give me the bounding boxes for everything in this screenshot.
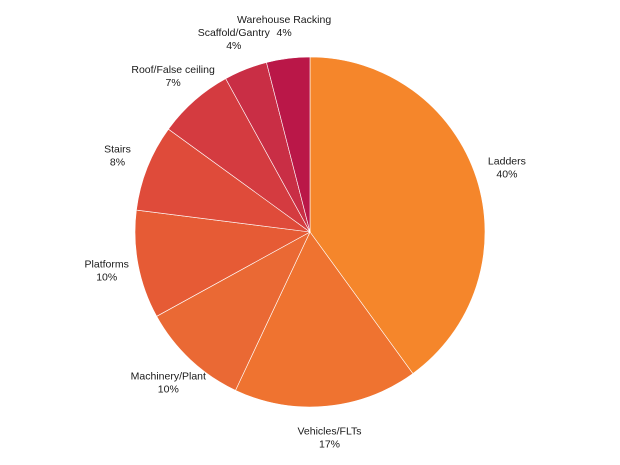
slice-label-value: 17%	[319, 439, 340, 451]
slice-label-name: Ladders	[488, 156, 526, 168]
slice-label-vehicles-flts: Vehicles/FLTs 17%	[298, 426, 362, 451]
slice-label-scaffold-gantry: Scaffold/Gantry 4%	[198, 27, 271, 52]
pie-slice-platforms	[134, 209, 311, 317]
slice-label-value: 40%	[496, 169, 517, 181]
slice-label-value: 10%	[96, 271, 117, 283]
slice-label-value: 4%	[226, 40, 241, 52]
pie-slices	[134, 56, 486, 408]
slice-label-roof-false-ceiling: Roof/False ceiling 7%	[131, 64, 215, 89]
slice-label-name: Platforms	[85, 258, 129, 270]
slice-label-warehouse-racking: Warehouse Racking 4%	[237, 14, 331, 39]
pie-slice-warehouse-racking	[266, 56, 311, 233]
slice-label-ladders: Ladders 40%	[488, 156, 526, 181]
pie-slice-machinery-plant	[156, 231, 311, 391]
slice-label-name: Stairs	[104, 143, 131, 155]
slice-label-name: Vehicles/FLTs	[298, 426, 362, 438]
pie-slice-vehicles-flts	[235, 231, 414, 408]
slice-label-value: 8%	[110, 156, 125, 168]
slice-label-name: Warehouse Racking	[237, 14, 331, 26]
slice-label-value: 7%	[166, 77, 181, 89]
pie-labels: Ladders 40% Vehicles/FLTs 17% Machinery/Plan…	[85, 14, 526, 451]
slice-label-platforms: Platforms 10%	[85, 258, 129, 283]
slice-label-machinery-plant: Machinery/Plant 10%	[131, 370, 206, 395]
slice-label-name: Machinery/Plant	[131, 370, 206, 382]
slice-label-value: 4%	[277, 27, 292, 39]
slice-label-name: Scaffold/Gantry	[198, 27, 271, 39]
slice-label-name: Roof/False ceiling	[131, 64, 215, 76]
slice-label-stairs: Stairs 8%	[104, 143, 131, 168]
slice-label-value: 10%	[158, 383, 179, 395]
pie-slice-ladders	[309, 56, 486, 374]
